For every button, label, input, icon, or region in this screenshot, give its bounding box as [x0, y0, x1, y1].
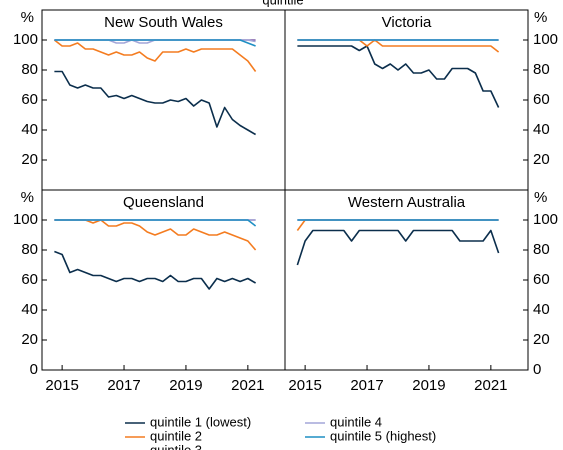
y-tick-label: 20 — [21, 151, 38, 168]
y-tick-label: 60 — [21, 271, 38, 288]
series-line — [54, 219, 257, 227]
chart-title: quintile — [262, 0, 303, 7]
y-tick-label: 60 — [21, 91, 38, 108]
x-tick-label: 2019 — [169, 377, 202, 394]
y-axis-unit: % — [534, 189, 547, 206]
series-line — [297, 45, 500, 108]
y-tick-label: 20 — [533, 151, 550, 168]
y-axis-unit: % — [21, 189, 34, 206]
series-line — [296, 229, 500, 266]
y-tick-label: 20 — [533, 331, 550, 348]
y-tick-label: 80 — [533, 241, 550, 258]
y-tick-label: 60 — [533, 271, 550, 288]
y-tick-label: 40 — [533, 301, 550, 318]
x-tick-label: 2017 — [350, 377, 383, 394]
x-tick-label: 2015 — [45, 377, 78, 394]
x-tick-label: 2015 — [288, 377, 321, 394]
x-tick-label: 2017 — [107, 377, 140, 394]
y-tick-label: 0 — [30, 361, 38, 378]
x-tick-label: 2019 — [412, 377, 445, 394]
y-tick-label: 100 — [13, 211, 38, 228]
series-line — [54, 250, 256, 290]
legend-label: quintile 2 — [150, 428, 202, 443]
legend-label: quintile 1 (lowest) — [150, 414, 251, 429]
y-tick-label: 80 — [21, 241, 38, 258]
panel-title: Western Australia — [348, 194, 466, 211]
y-tick-label: 100 — [533, 211, 558, 228]
series-line — [53, 39, 257, 72]
y-tick-label: 80 — [21, 61, 38, 78]
y-tick-label: 60 — [533, 91, 550, 108]
x-tick-label: 2021 — [474, 377, 507, 394]
y-axis-unit: % — [21, 9, 34, 26]
y-tick-label: 20 — [21, 331, 38, 348]
panel-title: New South Wales — [104, 14, 223, 31]
panel-title: Victoria — [382, 14, 432, 31]
y-tick-label: 100 — [13, 31, 38, 48]
panel-title: Queensland — [123, 194, 204, 211]
y-tick-label: 0 — [533, 361, 541, 378]
legend-label: quintile 3 — [150, 442, 202, 450]
x-tick-label: 2021 — [231, 377, 264, 394]
series-line — [54, 219, 257, 251]
y-tick-label: 100 — [533, 31, 558, 48]
series-line — [54, 39, 256, 47]
y-tick-label: 80 — [533, 61, 550, 78]
legend-label: quintile 5 (highest) — [330, 428, 436, 443]
y-tick-label: 40 — [21, 301, 38, 318]
y-axis-unit: % — [534, 9, 547, 26]
y-tick-label: 40 — [21, 121, 38, 138]
series-line — [296, 219, 499, 231]
legend-label: quintile 4 — [330, 414, 382, 429]
y-tick-label: 40 — [533, 121, 550, 138]
series-line — [54, 70, 256, 136]
